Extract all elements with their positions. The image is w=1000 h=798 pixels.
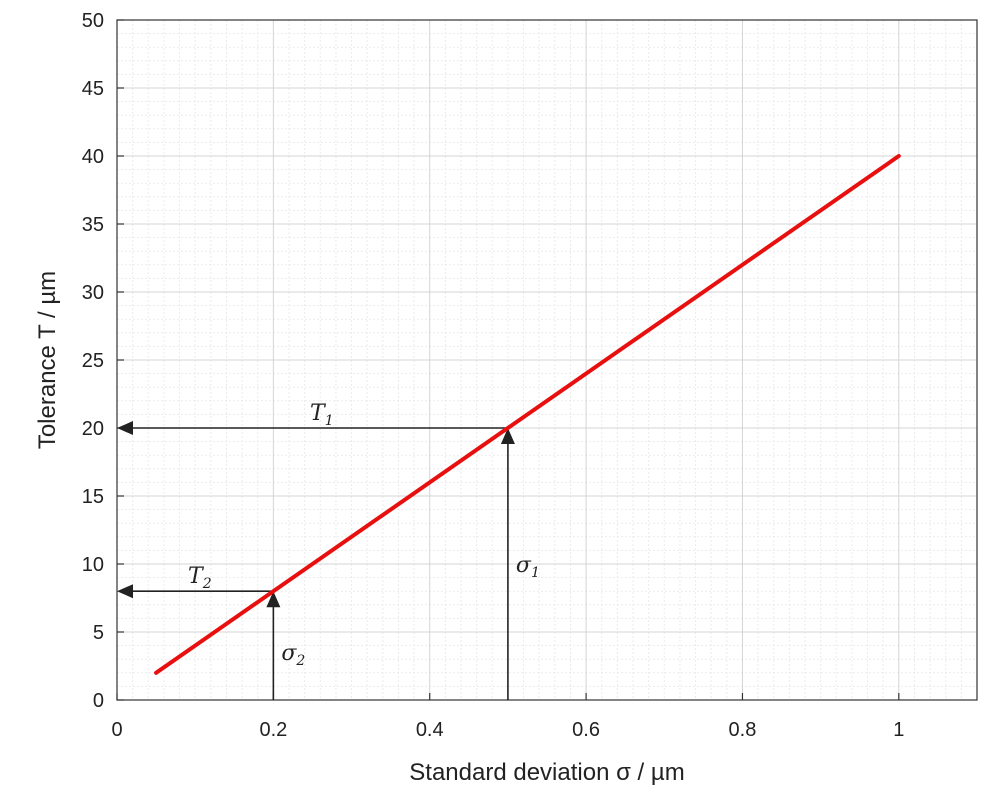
y-tick-label: 0 bbox=[93, 690, 104, 712]
x-tick-label: 1 bbox=[893, 719, 904, 741]
y-axis-label: Tolerance T / µm bbox=[34, 271, 61, 449]
y-tick-label: 5 bbox=[93, 622, 104, 644]
x-axis-label: Standard deviation σ / µm bbox=[409, 759, 684, 786]
x-tick-label: 0.6 bbox=[572, 719, 600, 741]
arrow-head-icon bbox=[266, 591, 281, 608]
y-tick-label: 45 bbox=[82, 78, 104, 100]
y-tick-label: 10 bbox=[82, 554, 104, 576]
subscript: 2 bbox=[202, 576, 212, 592]
y-tick-label: 40 bbox=[82, 146, 104, 168]
y-tick-label: 20 bbox=[82, 418, 104, 440]
subscript: 2 bbox=[295, 653, 305, 669]
tolerance-line bbox=[154, 154, 901, 675]
x-ticks: 0 0.2 0.4 0.6 0.8 1 bbox=[111, 693, 904, 741]
y-tick-label: 30 bbox=[82, 282, 104, 304]
y-tick-label: 25 bbox=[82, 350, 104, 372]
subscript: 1 bbox=[325, 413, 334, 429]
x-tick-label: 0.8 bbox=[729, 719, 757, 741]
arrow-head-icon bbox=[117, 421, 133, 435]
x-tick-label: 0.4 bbox=[416, 719, 444, 741]
x-tick-label: 0.2 bbox=[259, 719, 287, 741]
y-ticks: 0 5 10 15 20 25 30 35 40 45 50 bbox=[82, 10, 124, 712]
y-tick-label: 50 bbox=[82, 10, 104, 32]
arrow-head-icon bbox=[117, 584, 133, 599]
subscript: 1 bbox=[531, 565, 540, 581]
y-tick-label: 15 bbox=[82, 486, 104, 508]
y-tick-label: 35 bbox=[82, 214, 104, 236]
x-tick-label: 0 bbox=[111, 719, 122, 741]
series-group bbox=[154, 154, 901, 675]
arrow-head-icon bbox=[500, 428, 515, 444]
